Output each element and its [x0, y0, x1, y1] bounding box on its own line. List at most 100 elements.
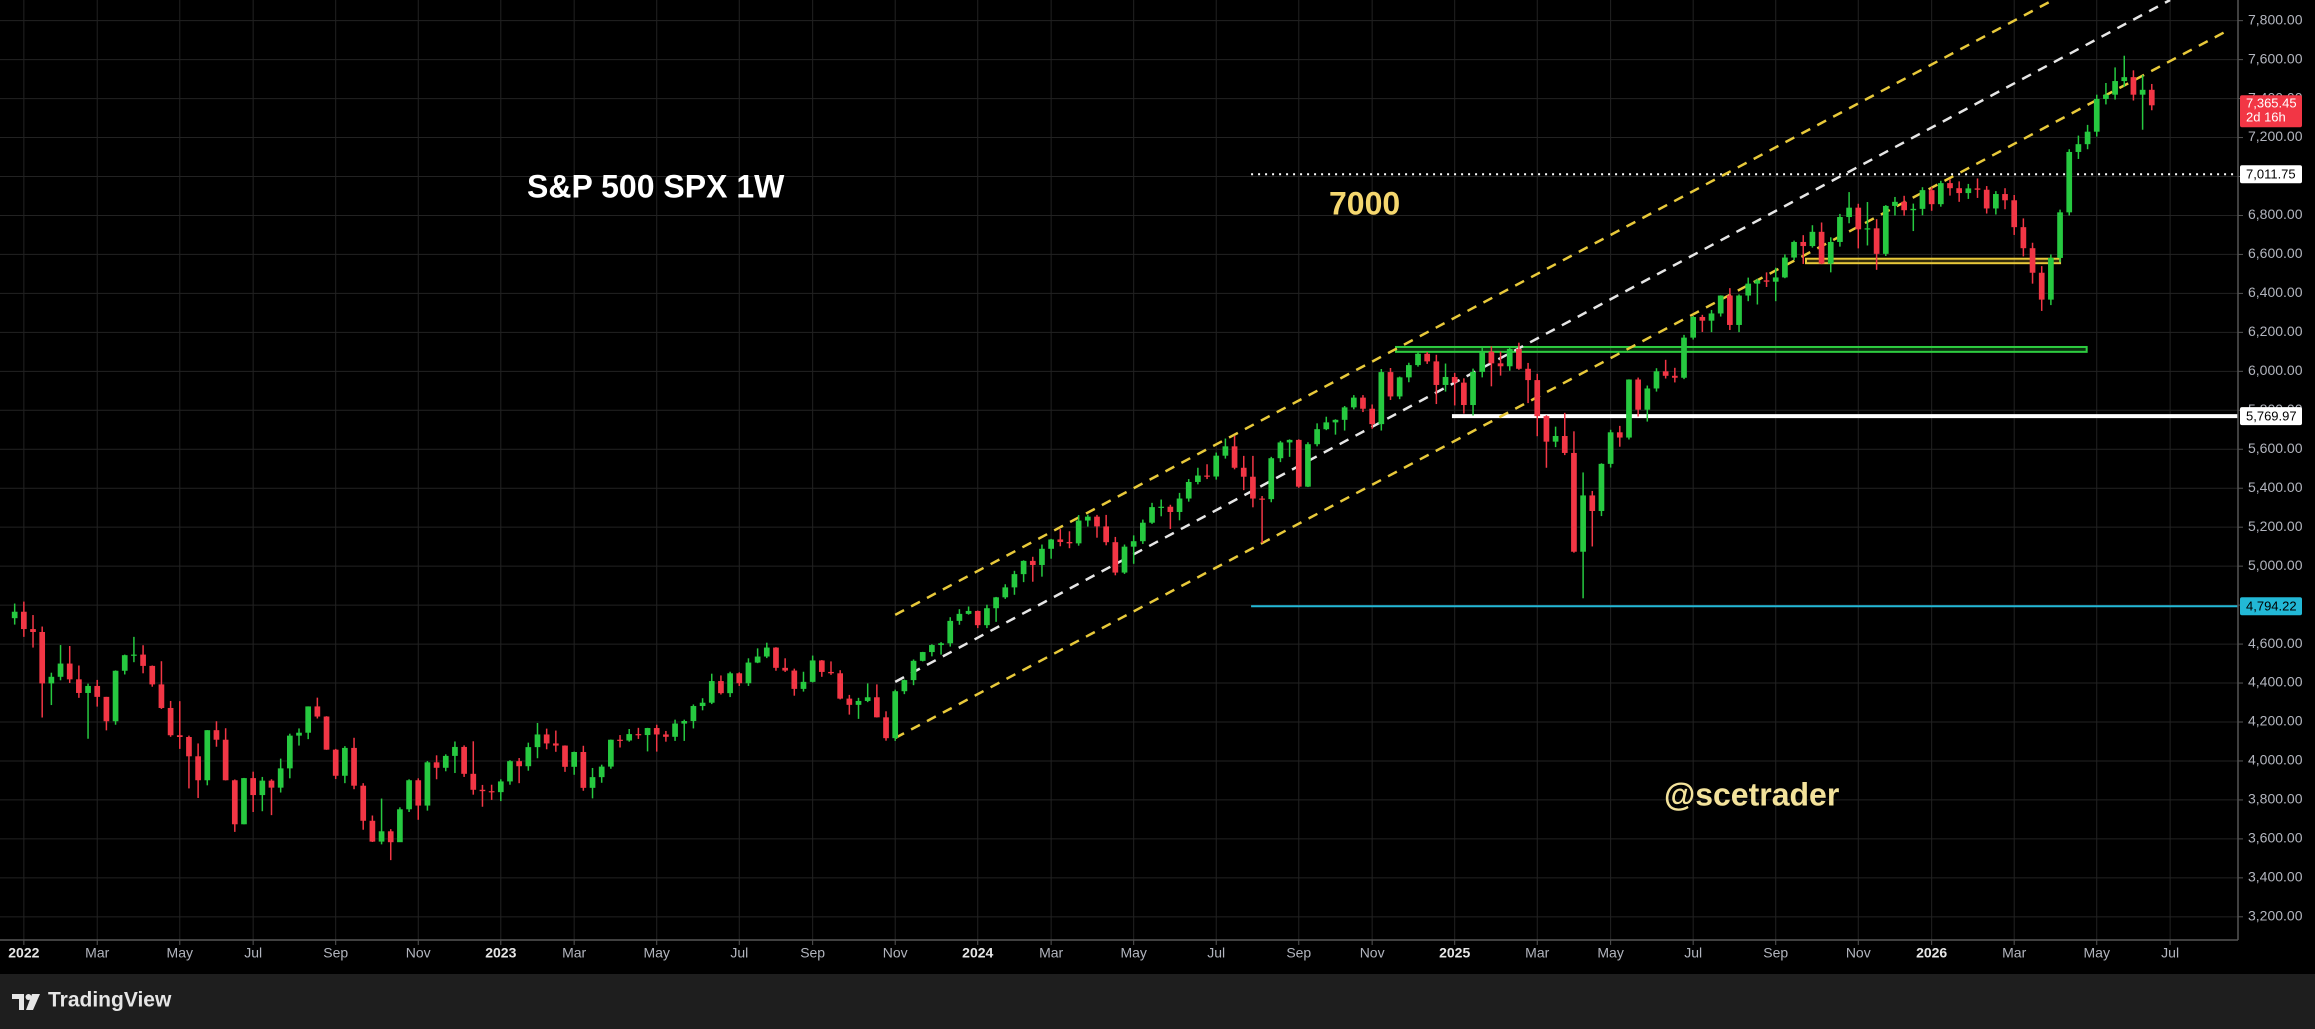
candle-body	[314, 706, 321, 717]
y-tick-label: 3,600.00	[2248, 830, 2303, 846]
candle-body	[250, 778, 256, 796]
y-tick-label: 4,600.00	[2248, 635, 2303, 651]
y-tick-label: 5,200.00	[2248, 518, 2303, 534]
candle-body	[296, 732, 302, 736]
candle-body	[1204, 475, 1210, 477]
candle-body	[2139, 89, 2146, 95]
candle-body	[286, 735, 293, 769]
x-tick-label: Mar	[562, 945, 586, 961]
candle-body	[2093, 98, 2100, 132]
candle-body	[1937, 183, 1944, 205]
candle-body	[598, 766, 605, 778]
candle-body	[231, 780, 238, 825]
candle-body	[1305, 444, 1311, 487]
y-tick-label: 5,400.00	[2248, 479, 2303, 495]
y-tick-label: 7,600.00	[2248, 50, 2303, 66]
candle-body	[1479, 351, 1486, 372]
candle-body	[1415, 353, 1421, 366]
candle-body	[1681, 337, 1687, 378]
candle-body	[919, 652, 926, 661]
price-label-box	[2240, 407, 2302, 426]
price-label-box	[2240, 165, 2302, 184]
y-tick-label: 5,000.00	[2248, 557, 2303, 573]
candle-body	[1470, 371, 1476, 406]
candle-body	[1195, 475, 1201, 482]
candle-body	[1662, 371, 1669, 376]
candle-body	[1616, 432, 1623, 438]
candle-body	[1213, 455, 1220, 477]
candle-body	[1341, 407, 1348, 420]
candle-body	[1571, 452, 1577, 552]
candle-body	[1066, 541, 1073, 544]
candle-body	[1818, 231, 1825, 264]
y-tick-label: 6,400.00	[2248, 284, 2303, 300]
candle-body	[1708, 313, 1715, 321]
candle-body	[259, 780, 266, 796]
candle-body	[1882, 205, 1889, 254]
candle-body	[534, 734, 541, 748]
trend-line	[894, 0, 2052, 616]
x-tick-label: Mar	[2002, 945, 2026, 961]
candle-body	[1580, 495, 1586, 552]
y-tick-label: 6,800.00	[2248, 206, 2303, 222]
zone	[1394, 345, 2088, 353]
candle-body	[1405, 365, 1412, 378]
candle-body	[1782, 257, 1788, 278]
candle-body	[1928, 190, 1935, 205]
price-label: 4,794.22	[2246, 599, 2297, 614]
candle-body	[1002, 587, 1009, 598]
candle-body	[1525, 368, 1531, 381]
candle-body	[2130, 77, 2137, 95]
candle-body	[1094, 516, 1100, 527]
candle-body	[158, 684, 165, 708]
candle-body	[644, 728, 651, 736]
x-tick-label: Jul	[244, 945, 262, 961]
x-tick-label: Nov	[406, 945, 431, 961]
candle-body	[901, 680, 908, 692]
candle-body	[2084, 131, 2091, 145]
x-tick-label: Nov	[883, 945, 908, 961]
candle-body	[1185, 481, 1192, 499]
candle-body	[1543, 416, 1550, 442]
candle-body	[121, 655, 128, 671]
y-tick-label: 6,000.00	[2248, 362, 2303, 378]
y-tick-label: 3,800.00	[2248, 791, 2303, 807]
candle-body	[1497, 363, 1504, 367]
price-label: 5,769.97	[2246, 409, 2297, 424]
candle-body	[57, 663, 64, 677]
candle-body	[1745, 283, 1752, 296]
candle-body	[608, 739, 614, 767]
candle-body	[562, 745, 568, 767]
candle-body	[470, 773, 477, 790]
x-tick-label: Jul	[2161, 945, 2179, 961]
candle-body	[2038, 272, 2045, 300]
candle-body	[1286, 439, 1293, 443]
candle-body	[1791, 241, 1797, 258]
candle-body	[1350, 397, 1357, 408]
candle-body	[1048, 539, 1054, 549]
candle-body	[112, 670, 119, 722]
candle-body	[846, 698, 853, 705]
candle-body	[809, 660, 816, 682]
candle-body	[1277, 442, 1284, 459]
candle-body	[1057, 539, 1064, 542]
candle-body	[323, 716, 330, 750]
candle-body	[1901, 201, 1907, 211]
candle-body	[1993, 194, 1999, 209]
candle-body	[488, 791, 495, 793]
candle-body	[1259, 498, 1265, 500]
candle-body	[1983, 189, 1990, 209]
x-tick-label: 2024	[962, 945, 993, 961]
candle-body	[1827, 241, 1834, 264]
candle-body	[1433, 361, 1440, 385]
candle-body	[1029, 560, 1036, 565]
candle-body	[791, 670, 798, 689]
candle-body	[874, 697, 880, 718]
candle-body	[21, 611, 27, 630]
candle-body	[699, 702, 706, 707]
x-tick-label: 2025	[1439, 945, 1470, 961]
candle-body	[48, 676, 55, 684]
candle-body	[11, 611, 18, 619]
candle-body	[571, 752, 578, 767]
